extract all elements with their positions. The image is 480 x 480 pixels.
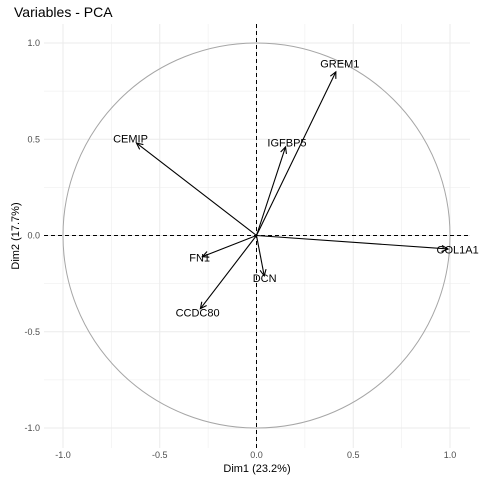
label-col1a1: COL1A1 (437, 245, 479, 257)
y-tick-label: 0.5 (27, 134, 40, 144)
arrowhead-igfbp5 (280, 145, 288, 154)
x-tick-label: -1.0 (55, 450, 71, 460)
x-tick-label: -0.5 (152, 450, 168, 460)
y-axis-title: Dim2 (17.7%) (10, 202, 22, 269)
arrow-fn1 (202, 234, 257, 258)
chart-title: Variables - PCA (14, 4, 113, 20)
arrow-grem1 (256, 71, 337, 236)
label-cemip: CEMIP (113, 133, 148, 145)
arrowhead-cemip (135, 142, 144, 150)
arrow-igfbp5 (255, 146, 287, 236)
y-tick-label: -1.0 (24, 423, 40, 433)
arrow-dcn (255, 235, 265, 277)
arrow-cemip (136, 142, 257, 236)
arrowhead-col1a1 (441, 245, 450, 253)
label-igfbp5: IGFBP5 (267, 138, 306, 150)
label-grem1: GREM1 (320, 59, 359, 71)
label-ccdc80: CCDC80 (176, 307, 220, 319)
variable-arrows (135, 70, 450, 310)
arrow-ccdc80 (199, 235, 257, 309)
arrowhead-grem1 (330, 70, 337, 79)
x-tick-label: 0.5 (347, 450, 360, 460)
label-fn1: FN1 (189, 253, 210, 265)
label-dcn: DCN (253, 273, 277, 285)
x-axis-title: Dim1 (23.2%) (223, 463, 290, 475)
variable-labels: GREM1 CEMIP IGFBP5 COL1A1 FN1 DCN CCDC80 (113, 59, 479, 320)
arrowhead-ccdc80 (199, 301, 207, 310)
arrow-col1a1 (256, 234, 449, 250)
x-tick-label: 0.0 (250, 450, 263, 460)
arrowhead-dcn (259, 269, 267, 278)
y-tick-label: 1.0 (27, 38, 40, 48)
y-tick-label: 0.0 (27, 231, 40, 241)
y-tick-label: -0.5 (24, 327, 40, 337)
x-tick-label: 1.0 (444, 450, 457, 460)
arrowhead-fn1 (201, 251, 210, 258)
tick-labels: -1.0 -0.5 0.0 0.5 1.0 -1.0 -0.5 0.0 0.5 1.0 (24, 38, 456, 460)
